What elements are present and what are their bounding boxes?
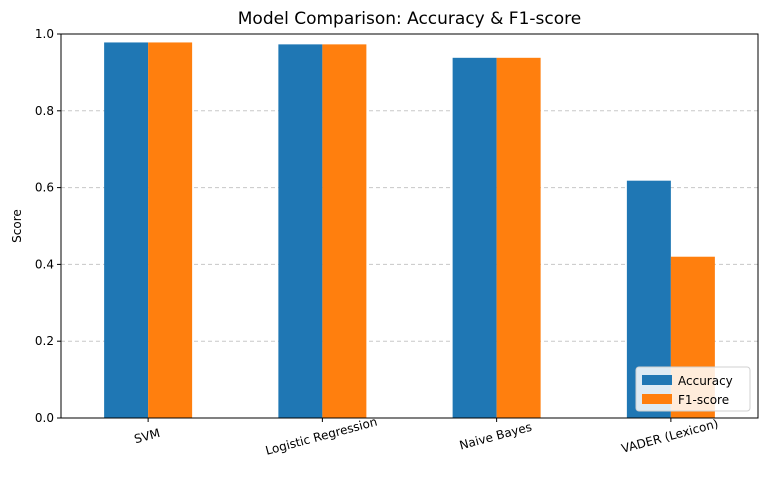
legend-label: F1-score — [678, 393, 729, 407]
x-axis: SVM Logistic Regression Naive Bayes VADER (… — [133, 414, 720, 457]
y-tick-label: 0.2 — [35, 334, 54, 348]
x-tick-label: SVM — [133, 426, 162, 446]
y-tick-label: 0.4 — [35, 257, 54, 271]
bar-accuracy-1 — [278, 44, 323, 418]
legend-label: Accuracy — [678, 374, 733, 388]
y-tick-label: 1.0 — [35, 27, 54, 41]
x-tick-label: VADER (Lexicon) — [620, 416, 720, 455]
bar-accuracy-0 — [104, 42, 149, 418]
y-axis-label: Score — [10, 209, 24, 243]
bar-f1-score-0 — [148, 42, 193, 418]
bar-f1-score-1 — [322, 44, 367, 418]
x-tick-label: Naive Bayes — [458, 420, 533, 453]
bar-f1-score-2 — [496, 57, 541, 419]
chart-title: Model Comparison: Accuracy & F1-score — [238, 9, 581, 29]
y-tick-label: 0.8 — [35, 104, 54, 118]
y-tick-label: 0.0 — [35, 411, 54, 425]
legend-swatch — [642, 375, 672, 385]
bar-accuracy-2 — [452, 57, 497, 419]
legend-swatch — [642, 394, 672, 404]
y-axis: 0.0 0.2 0.4 0.6 0.8 1.0 — [35, 27, 61, 425]
x-tick-label: Logistic Regression — [264, 414, 379, 457]
legend: Accuracy F1-score — [635, 366, 751, 412]
y-tick-label: 0.6 — [35, 181, 54, 195]
bars — [104, 42, 715, 419]
plot-area-frame — [60, 33, 759, 419]
